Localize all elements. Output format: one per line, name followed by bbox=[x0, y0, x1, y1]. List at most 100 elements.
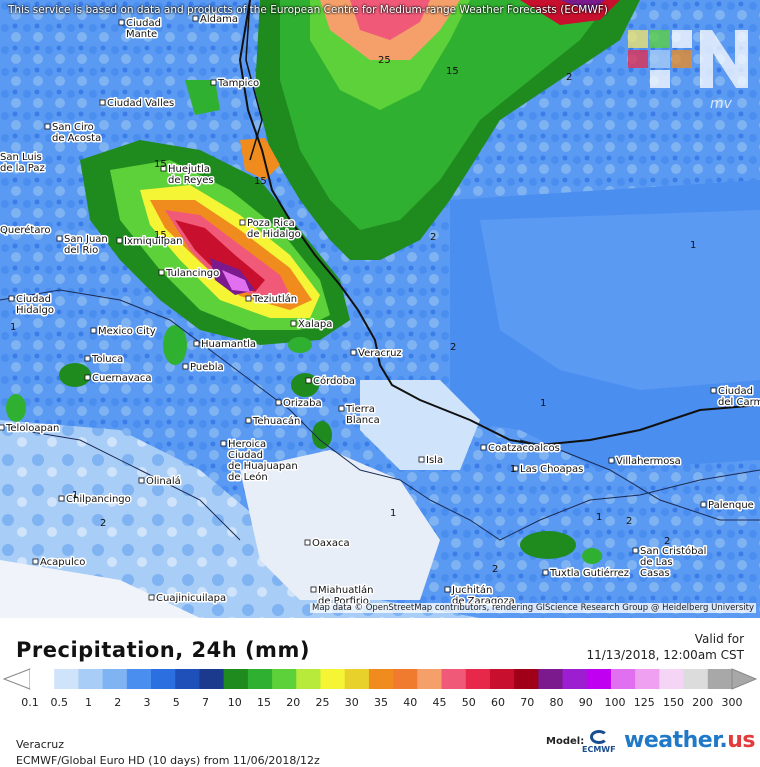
city-name: Oaxaca bbox=[312, 538, 350, 549]
contour-value-label: 1 bbox=[540, 398, 546, 409]
model-label: Model: bbox=[546, 736, 585, 747]
color-scale-bar bbox=[2, 668, 758, 690]
scale-tick-label: 2 bbox=[114, 696, 122, 709]
city-marker-icon bbox=[148, 594, 155, 601]
city-name-halo: Ciudad bbox=[16, 294, 51, 305]
scale-color-cell bbox=[610, 669, 636, 689]
green-spot-cordoba bbox=[291, 373, 319, 397]
scale-color-cell bbox=[151, 669, 176, 689]
city-name-halo: San Juan bbox=[64, 234, 108, 245]
city-name: San Juan bbox=[64, 234, 108, 245]
city-name: Mexico City bbox=[98, 326, 156, 337]
city-name: Isla bbox=[426, 455, 443, 466]
city-name-halo: Tulancingo bbox=[165, 268, 219, 279]
city-marker-icon bbox=[480, 444, 487, 451]
scale-tick-label: 15 bbox=[257, 696, 271, 709]
city-name: Xalapa bbox=[298, 319, 332, 330]
city-name-halo: del Carmen bbox=[718, 397, 760, 408]
contour-value-label: 1 bbox=[690, 240, 696, 251]
contour-labels: 25 15 2 15 15 2 1 2 1 1 15 1 1 2 1 2 2 1 2 bbox=[10, 55, 696, 575]
scale-tick-label: 0.1 bbox=[21, 696, 39, 709]
city-name-halo: Ixmiquilpan bbox=[124, 236, 182, 247]
legend-title: Precipitation, 24h (mm) bbox=[16, 638, 310, 662]
city-name: de Hidalgo bbox=[247, 229, 301, 240]
scale-color-cell bbox=[78, 669, 104, 689]
city-name: Querétaro bbox=[0, 224, 50, 236]
scale-tick-label: 70 bbox=[520, 696, 535, 709]
watermark-logo: mv bbox=[628, 30, 748, 112]
city-name-halo: del Rio bbox=[64, 245, 98, 256]
scale-color-cell bbox=[175, 669, 200, 689]
city-name-halo: Tehuacán bbox=[252, 415, 300, 427]
green-spot-chiapas bbox=[582, 548, 602, 564]
city-marker-icon bbox=[418, 456, 425, 463]
south-light-precip bbox=[0, 420, 480, 618]
city-marker-icon bbox=[0, 424, 5, 431]
city-name-halo: Toluca bbox=[91, 354, 123, 365]
city-name-halo: Poza Rica bbox=[247, 218, 295, 229]
contour-value-label: 15 bbox=[154, 230, 167, 241]
contour-value-label: 2 bbox=[492, 564, 498, 575]
city-marker-icon bbox=[275, 399, 282, 406]
scale-color-cell bbox=[199, 669, 225, 689]
city-name-halo: Miahuatlán bbox=[318, 584, 374, 596]
city-name-halo: Las Choapas bbox=[520, 464, 583, 475]
city-name: Poza Rica bbox=[247, 218, 295, 229]
state-border-tabasco bbox=[519, 439, 760, 521]
city-name-halo: Tierra bbox=[345, 404, 375, 415]
city-name: Juchitán bbox=[451, 584, 492, 596]
weather-us-logo[interactable]: weather.us bbox=[624, 728, 756, 753]
contour-value-label: 1 bbox=[10, 322, 16, 333]
city-name-halo: Teziutlán bbox=[252, 293, 297, 305]
city-marker-icon bbox=[608, 457, 615, 464]
city-marker-icon bbox=[116, 237, 123, 244]
pink-core-north bbox=[350, 0, 430, 40]
city-marker-icon bbox=[99, 99, 106, 106]
city-name-halo: Villahermosa bbox=[616, 456, 681, 467]
city-name: Palenque bbox=[708, 500, 754, 511]
scale-tick-label: 150 bbox=[663, 696, 684, 709]
city-marker-icon bbox=[220, 440, 227, 447]
city-name-halo: de León bbox=[228, 471, 268, 483]
city-name: Huejutla bbox=[168, 164, 210, 175]
ecmwf-banner: This service is based on data and produc… bbox=[8, 4, 608, 16]
city-name-halo: Tuxtla Gutiérrez bbox=[549, 567, 629, 579]
city-name: Olinalá bbox=[146, 475, 181, 487]
valid-date: 11/13/2018, 12:00am CST bbox=[586, 648, 744, 662]
scale-tick-label: 3 bbox=[143, 696, 151, 709]
city-name-halo: Oaxaca bbox=[312, 538, 350, 549]
legend-panel: Precipitation, 24h (mm) Valid for 11/13/… bbox=[0, 618, 760, 767]
city-name: Ciudad bbox=[228, 450, 263, 461]
city-marker-icon bbox=[8, 295, 15, 302]
city-name: de Zaragoza bbox=[452, 596, 515, 607]
valid-label: Valid for bbox=[694, 632, 744, 646]
scale-right-arrow bbox=[731, 668, 758, 690]
city-name: Aldama bbox=[200, 14, 238, 25]
dry-area-oaxaca bbox=[240, 450, 440, 600]
scale-color-cell bbox=[562, 669, 588, 689]
scale-color-cell bbox=[223, 669, 249, 689]
city-name-halo: Huejutla bbox=[168, 164, 210, 175]
brand-suffix: us bbox=[727, 728, 756, 753]
city-name: Orizaba bbox=[283, 398, 322, 409]
brand-name: weather. bbox=[624, 728, 728, 753]
green-spot-valles bbox=[185, 80, 220, 115]
contour-value-label: 2 bbox=[450, 342, 456, 353]
city-name: de Huajuapan bbox=[228, 461, 298, 472]
city-name: Teloloapan bbox=[5, 423, 59, 434]
city-name-halo: de Las bbox=[640, 557, 673, 568]
city-name: Tampico bbox=[217, 78, 259, 89]
city-marker-icon bbox=[58, 495, 65, 502]
precipitation-map: Ciudad Ciudad Mante Mante Aldama Aldama Tampic… bbox=[0, 0, 760, 618]
